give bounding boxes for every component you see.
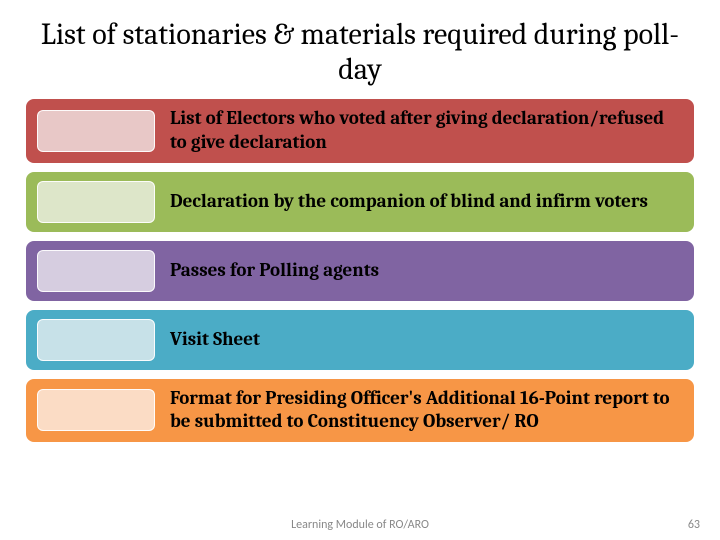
list-item: Format for Presiding Officer's Additiona… [26, 379, 694, 443]
footer-center: Learning Module of RO/ARO [291, 518, 429, 532]
item-label: List of Electors who voted after giving … [166, 99, 694, 163]
item-label: Declaration by the companion of blind an… [166, 172, 694, 232]
item-label: Passes for Polling agents [166, 241, 694, 301]
list-item: List of Electors who voted after giving … [26, 99, 694, 163]
list-item: Passes for Polling agents [26, 241, 694, 301]
chip-wrap [26, 379, 166, 443]
item-label: Format for Presiding Officer's Additiona… [166, 379, 694, 443]
chip-wrap [26, 99, 166, 163]
chip-wrap [26, 241, 166, 301]
color-chip [37, 389, 155, 431]
chip-wrap [26, 310, 166, 370]
chip-wrap [26, 172, 166, 232]
items-list: List of Electors who voted after giving … [0, 97, 720, 442]
slide: List of stationaries & materials require… [0, 0, 720, 540]
item-label: Visit Sheet [166, 310, 694, 370]
page-title: List of stationaries & materials require… [0, 0, 720, 97]
color-chip [37, 250, 155, 292]
list-item: Declaration by the companion of blind an… [26, 172, 694, 232]
color-chip [37, 110, 155, 152]
color-chip [37, 319, 155, 361]
page-number: 63 [688, 518, 700, 532]
color-chip [37, 181, 155, 223]
list-item: Visit Sheet [26, 310, 694, 370]
title-text: List of stationaries & materials require… [41, 17, 679, 87]
